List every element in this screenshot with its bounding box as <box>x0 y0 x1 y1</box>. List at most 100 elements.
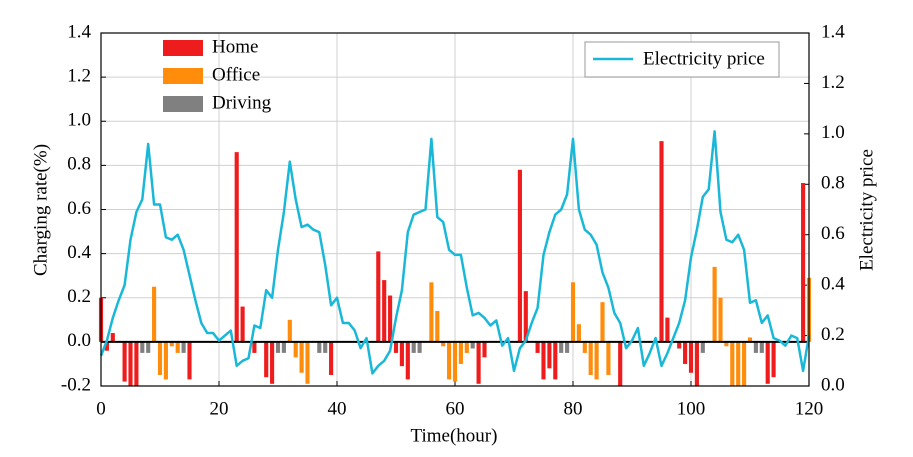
y-tick-label: 0.8 <box>67 154 91 175</box>
bar <box>163 341 168 380</box>
bar <box>588 341 593 375</box>
bar <box>146 341 151 353</box>
bar <box>606 341 611 375</box>
y2-tick-label: 0.2 <box>821 324 845 345</box>
bar <box>411 341 416 353</box>
x-tick-label: 100 <box>677 398 706 419</box>
plot-frame <box>100 32 810 387</box>
y-tick-label: 1.0 <box>67 110 91 131</box>
bar <box>429 282 434 342</box>
bar <box>582 341 587 353</box>
price-line <box>99 130 811 375</box>
bar <box>565 341 570 353</box>
bar <box>759 341 764 353</box>
x-tick-label: 80 <box>564 398 583 419</box>
bar <box>688 341 694 373</box>
y-tick-label: 0.6 <box>67 198 91 219</box>
bar <box>275 341 281 353</box>
bar <box>570 282 576 342</box>
bar <box>724 341 729 347</box>
bar <box>594 341 599 380</box>
bar <box>464 341 469 353</box>
bar <box>187 341 192 380</box>
y-axis-label: Charging rate(%) <box>30 144 51 276</box>
x-tick-label: 60 <box>446 398 465 419</box>
x-tick-label: 120 <box>795 398 824 419</box>
bar <box>458 341 463 364</box>
y2-tick-label: 0.0 <box>821 374 845 395</box>
bar <box>747 337 753 342</box>
bar <box>753 341 758 353</box>
y-tick-label: 1.4 <box>67 21 91 42</box>
bar <box>405 341 410 380</box>
y-tick-label: -0.2 <box>61 374 91 395</box>
y2-tick-label: 1.0 <box>821 122 845 143</box>
bar <box>270 341 275 384</box>
bar <box>470 341 475 349</box>
bar <box>683 341 688 364</box>
bar <box>576 324 581 342</box>
bar <box>600 302 605 342</box>
bar <box>323 341 328 353</box>
bar <box>476 341 481 384</box>
bar <box>712 266 717 342</box>
bar <box>281 341 286 353</box>
y2-tick-label: 0.4 <box>821 274 845 295</box>
bar <box>801 183 806 342</box>
bar <box>441 341 446 347</box>
bar <box>329 341 334 375</box>
bar <box>399 341 404 367</box>
bar <box>252 341 257 353</box>
bar <box>541 341 546 380</box>
bar <box>175 341 180 353</box>
bar <box>517 169 522 342</box>
legend-label: Driving <box>212 92 272 113</box>
bar <box>417 341 422 353</box>
y2-tick-label: 1.2 <box>821 72 845 93</box>
bar <box>157 341 163 375</box>
y-tick-label: 0.4 <box>67 242 91 263</box>
bar <box>665 317 670 342</box>
bar <box>122 341 127 382</box>
bar <box>482 341 487 358</box>
bar <box>240 306 245 342</box>
bar <box>169 341 174 347</box>
x-tick-label: 20 <box>210 398 229 419</box>
bar <box>547 341 552 369</box>
bar <box>293 341 298 358</box>
bar <box>110 333 115 342</box>
y2-tick-label: 1.4 <box>821 21 845 42</box>
bar <box>771 341 776 378</box>
bar <box>435 310 440 342</box>
bar <box>677 341 682 349</box>
bar <box>128 341 133 386</box>
x-tick-label: 40 <box>328 398 347 419</box>
bar <box>559 341 564 353</box>
bar <box>382 280 387 342</box>
bar <box>140 341 145 353</box>
bar <box>376 251 381 342</box>
bar <box>618 341 623 386</box>
bar <box>700 341 705 353</box>
y-tick-label: 1.2 <box>67 65 91 86</box>
y-tick-label: 0.2 <box>67 286 91 307</box>
bar <box>388 295 393 342</box>
bar <box>264 341 269 378</box>
legend-swatch <box>163 96 203 112</box>
bar <box>535 341 540 353</box>
bar <box>305 341 310 384</box>
bar <box>694 341 699 386</box>
legend-label: Office <box>212 64 260 85</box>
bar <box>287 319 292 342</box>
bar <box>730 341 735 386</box>
bar <box>736 341 741 386</box>
y2-tick-label: 0.6 <box>821 223 845 244</box>
y2-tick-label: 0.8 <box>821 173 845 194</box>
bar <box>234 152 239 342</box>
bar <box>299 341 304 373</box>
x-axis-label: Time(hour) <box>411 425 498 446</box>
legend-swatch <box>163 68 203 84</box>
legend-swatch <box>163 40 203 56</box>
bar <box>523 291 528 342</box>
